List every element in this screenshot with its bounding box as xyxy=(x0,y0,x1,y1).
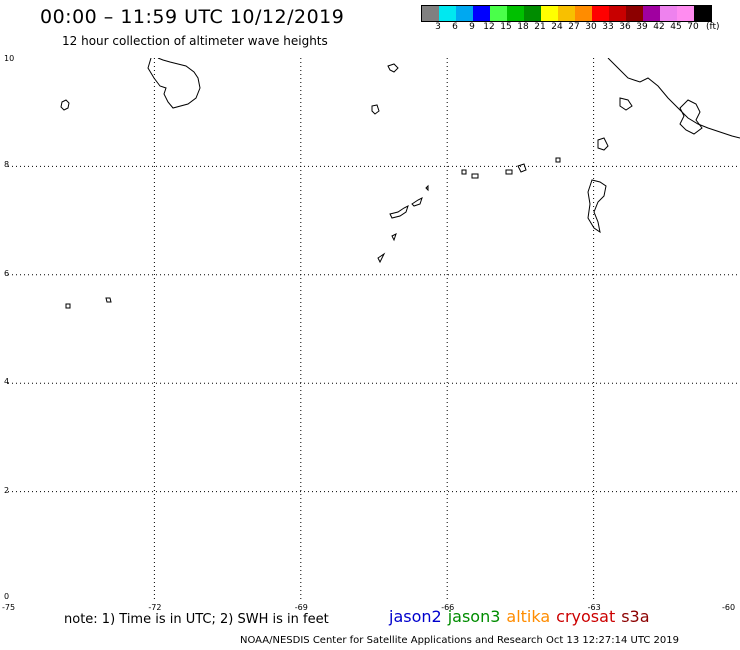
color-scale-label: 70 xyxy=(687,22,699,32)
coastline-islet-b xyxy=(555,157,561,163)
coastline-arc-3 xyxy=(425,184,429,192)
footer-credit: NOAA/NESDIS Center for Satellite Applica… xyxy=(240,635,679,646)
coastline-small-chain xyxy=(597,137,609,151)
coastline-islet-a xyxy=(517,163,527,173)
color-scale-label: 21 xyxy=(534,22,546,32)
satellite-name: jason2 xyxy=(389,607,442,626)
color-swatch xyxy=(439,6,456,21)
color-scale-label: 15 xyxy=(500,22,512,32)
color-scale-label: 27 xyxy=(568,22,580,32)
color-scale-label: 30 xyxy=(585,22,597,32)
wave-height-color-scale xyxy=(421,5,712,22)
latitude-label: 0 xyxy=(4,592,10,601)
page-subtitle: 12 hour collection of altimeter wave hei… xyxy=(62,34,328,48)
color-swatch xyxy=(507,6,524,21)
map-canvas xyxy=(8,57,740,600)
coastline-islet-sw1 xyxy=(65,303,71,309)
coastline-islet-sw2 xyxy=(105,297,112,303)
latitude-label: 8 xyxy=(4,160,10,170)
color-swatch xyxy=(558,6,575,21)
coastlines xyxy=(60,57,740,309)
satellite-legend: jason2 jason3 altika cryosat s3a xyxy=(389,607,656,626)
color-swatch xyxy=(422,6,439,21)
coastline-island-east xyxy=(619,97,633,111)
color-swatch xyxy=(694,6,711,21)
longitude-label: -69 xyxy=(294,603,308,612)
coastline-arc-5 xyxy=(377,252,386,264)
coastline-lake-maracaibo xyxy=(147,57,201,109)
color-scale-label: 9 xyxy=(469,22,475,32)
color-scale-label: 42 xyxy=(653,22,665,32)
color-swatch xyxy=(660,6,677,21)
latitude-label: 6 xyxy=(4,268,10,278)
color-scale-label: 39 xyxy=(636,22,648,32)
coastline-arc-1 xyxy=(389,205,409,219)
satellite-name: jason3 xyxy=(447,607,501,626)
coastline-islet-d xyxy=(461,169,467,175)
longitude-label: -66 xyxy=(441,603,455,612)
color-scale-label: 18 xyxy=(517,22,529,32)
color-swatch xyxy=(609,6,626,21)
color-scale-labels: 3 6 9 12 15 18 21 24 27 30 33 36 39 42 45 70 (ft) xyxy=(421,22,740,34)
coastline-south-coast xyxy=(587,179,607,234)
color-swatch xyxy=(677,6,694,21)
color-scale-label: 3 xyxy=(435,22,441,32)
satellite-name: s3a xyxy=(621,607,650,626)
page-title: 00:00 – 11:59 UTC 10/12/2019 xyxy=(40,6,345,28)
color-swatch xyxy=(473,6,490,21)
coastline-trinidad-tobago xyxy=(607,57,740,139)
color-scale-label: 12 xyxy=(483,22,495,32)
color-swatch xyxy=(490,6,507,21)
color-swatch xyxy=(592,6,609,21)
color-swatch xyxy=(626,6,643,21)
coastline-arc-4 xyxy=(391,233,397,242)
coastline-islet-mid xyxy=(371,104,380,115)
color-scale-label: 33 xyxy=(602,22,614,32)
latitude-label: 10 xyxy=(4,54,15,63)
longitude-label: -60 xyxy=(722,603,736,612)
coastline-delta xyxy=(679,99,703,135)
coastline-islet-e xyxy=(505,169,513,175)
latitude-label: 2 xyxy=(4,485,10,495)
color-scale-label: 36 xyxy=(619,22,631,32)
satellite-name: cryosat xyxy=(556,607,616,626)
color-swatch xyxy=(456,6,473,21)
longitude-label: -63 xyxy=(587,603,601,612)
color-swatch xyxy=(541,6,558,21)
coastline-arc-2 xyxy=(411,197,423,207)
longitude-label: -75 xyxy=(2,603,16,612)
coastline-islet-west xyxy=(60,99,70,111)
map-area: 10 8 6 4 2 0 xyxy=(4,54,740,601)
color-scale-label: 45 xyxy=(670,22,682,32)
satellite-name: altika xyxy=(506,607,551,626)
color-scale-label: 6 xyxy=(452,22,458,32)
color-swatch xyxy=(643,6,660,21)
coastline-islet-c xyxy=(471,173,479,179)
color-scale-label: 24 xyxy=(551,22,563,32)
coastline-islet-north xyxy=(387,63,399,73)
color-swatch xyxy=(524,6,541,21)
lat-lon-grid xyxy=(8,58,740,600)
footer-note: note: 1) Time is in UTC; 2) SWH is in fe… xyxy=(64,612,329,627)
color-scale-unit: (ft) xyxy=(706,22,720,32)
longitude-label: -72 xyxy=(148,603,162,612)
color-swatch xyxy=(575,6,592,21)
latitude-label: 4 xyxy=(4,377,10,387)
